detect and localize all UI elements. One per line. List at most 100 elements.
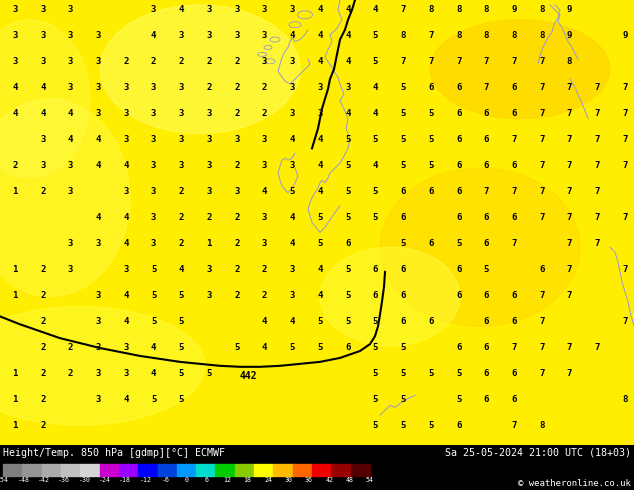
Text: 4: 4 bbox=[290, 135, 295, 144]
Text: 4: 4 bbox=[373, 161, 378, 170]
Text: 3: 3 bbox=[151, 83, 157, 92]
Text: 2: 2 bbox=[207, 83, 212, 92]
Text: 6: 6 bbox=[373, 265, 378, 274]
Ellipse shape bbox=[100, 5, 300, 133]
Text: 8: 8 bbox=[484, 31, 489, 40]
Text: 6: 6 bbox=[484, 317, 489, 326]
Text: 3: 3 bbox=[151, 187, 157, 196]
Text: 7: 7 bbox=[567, 291, 573, 300]
Text: 5: 5 bbox=[179, 343, 184, 352]
Text: 3: 3 bbox=[290, 5, 295, 14]
Text: 5: 5 bbox=[401, 420, 406, 430]
Text: 6: 6 bbox=[401, 317, 406, 326]
Text: 4: 4 bbox=[373, 83, 378, 92]
Bar bbox=[216, 464, 235, 476]
Text: 5: 5 bbox=[290, 343, 295, 352]
Text: 7: 7 bbox=[539, 57, 545, 66]
Text: 3: 3 bbox=[207, 5, 212, 14]
Text: 7: 7 bbox=[623, 265, 628, 274]
Text: 6: 6 bbox=[456, 109, 462, 118]
Ellipse shape bbox=[380, 168, 580, 326]
Text: 6: 6 bbox=[512, 291, 517, 300]
Text: 7: 7 bbox=[623, 161, 628, 170]
Text: 3: 3 bbox=[12, 31, 18, 40]
Text: 2: 2 bbox=[262, 109, 268, 118]
Text: 6: 6 bbox=[456, 213, 462, 222]
Text: 3: 3 bbox=[290, 265, 295, 274]
Text: 5: 5 bbox=[373, 420, 378, 430]
Text: 5: 5 bbox=[151, 317, 157, 326]
Bar bbox=[3, 464, 22, 476]
Bar bbox=[22, 464, 42, 476]
Text: 6: 6 bbox=[401, 265, 406, 274]
Text: 4: 4 bbox=[317, 265, 323, 274]
Text: 7: 7 bbox=[539, 343, 545, 352]
Text: 7: 7 bbox=[595, 343, 600, 352]
Text: 4: 4 bbox=[151, 369, 157, 378]
Text: 6: 6 bbox=[428, 317, 434, 326]
Text: 5: 5 bbox=[456, 369, 462, 378]
Text: 6: 6 bbox=[512, 161, 517, 170]
Text: 3: 3 bbox=[262, 135, 268, 144]
Text: 3: 3 bbox=[234, 187, 240, 196]
Ellipse shape bbox=[320, 247, 460, 346]
Text: 2: 2 bbox=[40, 343, 46, 352]
Text: 8: 8 bbox=[512, 31, 517, 40]
Text: 6: 6 bbox=[205, 477, 209, 483]
Text: 8: 8 bbox=[539, 31, 545, 40]
Text: 5: 5 bbox=[317, 343, 323, 352]
Text: 5: 5 bbox=[179, 317, 184, 326]
Text: 2: 2 bbox=[234, 239, 240, 248]
Text: 7: 7 bbox=[623, 135, 628, 144]
Text: 3: 3 bbox=[96, 239, 101, 248]
Text: 3: 3 bbox=[68, 57, 73, 66]
Text: 3: 3 bbox=[207, 265, 212, 274]
Text: 3: 3 bbox=[262, 239, 268, 248]
Text: 4: 4 bbox=[151, 343, 157, 352]
Text: 3: 3 bbox=[96, 369, 101, 378]
Text: 5: 5 bbox=[428, 420, 434, 430]
Text: 3: 3 bbox=[123, 343, 129, 352]
Text: 4: 4 bbox=[151, 31, 157, 40]
Text: 5: 5 bbox=[345, 317, 351, 326]
Text: 7: 7 bbox=[512, 187, 517, 196]
Text: 4: 4 bbox=[317, 5, 323, 14]
Text: 3: 3 bbox=[234, 5, 240, 14]
Text: 2: 2 bbox=[262, 265, 268, 274]
Text: 7: 7 bbox=[567, 187, 573, 196]
Text: 3: 3 bbox=[151, 213, 157, 222]
Text: 7: 7 bbox=[539, 109, 545, 118]
Text: 3: 3 bbox=[207, 187, 212, 196]
Text: 5: 5 bbox=[179, 291, 184, 300]
Text: -18: -18 bbox=[119, 477, 131, 483]
Text: 3: 3 bbox=[179, 83, 184, 92]
Text: 5: 5 bbox=[345, 213, 351, 222]
Text: 5: 5 bbox=[373, 135, 378, 144]
Text: 6: 6 bbox=[512, 317, 517, 326]
Text: 5: 5 bbox=[151, 265, 157, 274]
Text: 3: 3 bbox=[123, 369, 129, 378]
Text: 4: 4 bbox=[345, 31, 351, 40]
Text: 2: 2 bbox=[179, 57, 184, 66]
Text: 6: 6 bbox=[456, 420, 462, 430]
Bar bbox=[100, 464, 119, 476]
Ellipse shape bbox=[430, 20, 610, 119]
Text: 7: 7 bbox=[512, 135, 517, 144]
Text: 5: 5 bbox=[345, 135, 351, 144]
Text: 3: 3 bbox=[68, 83, 73, 92]
Text: 7: 7 bbox=[484, 83, 489, 92]
Text: © weatheronline.co.uk: © weatheronline.co.uk bbox=[518, 479, 631, 488]
Bar bbox=[235, 464, 254, 476]
Text: 5: 5 bbox=[401, 135, 406, 144]
Text: 7: 7 bbox=[623, 213, 628, 222]
Text: 4: 4 bbox=[345, 109, 351, 118]
Text: Height/Temp. 850 hPa [gdmp][°C] ECMWF: Height/Temp. 850 hPa [gdmp][°C] ECMWF bbox=[3, 448, 225, 458]
Text: 2: 2 bbox=[207, 213, 212, 222]
Text: 3: 3 bbox=[151, 135, 157, 144]
Text: 3: 3 bbox=[96, 394, 101, 404]
Text: 5: 5 bbox=[317, 239, 323, 248]
Text: 5: 5 bbox=[345, 161, 351, 170]
Bar bbox=[273, 464, 293, 476]
Text: 3: 3 bbox=[290, 291, 295, 300]
Text: 36: 36 bbox=[305, 477, 313, 483]
